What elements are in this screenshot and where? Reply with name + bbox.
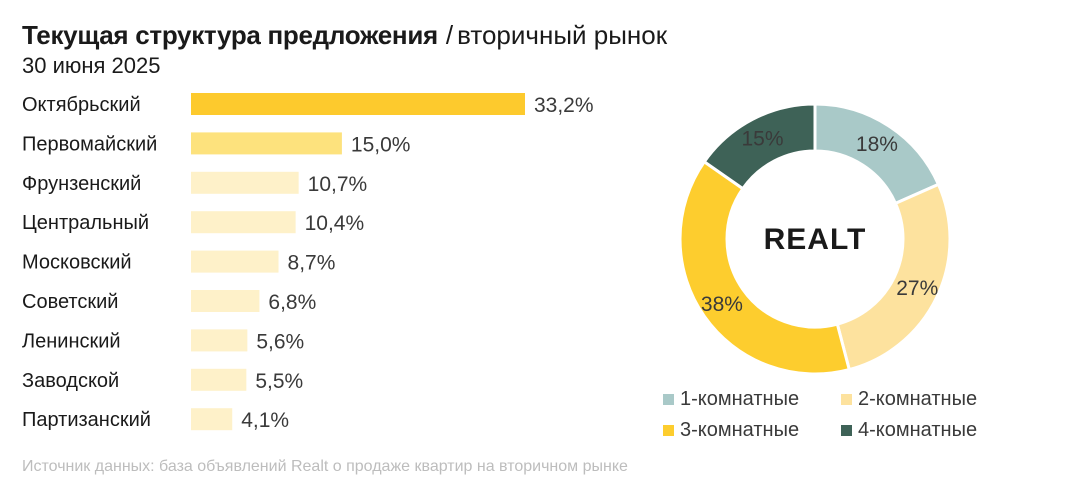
bar bbox=[191, 250, 279, 273]
legend-label: 2-комнатные bbox=[858, 388, 978, 410]
bar-category-label: Заводской bbox=[22, 370, 119, 392]
bar-category-label: Советский bbox=[22, 291, 118, 313]
legend-item-1-room: 1-комнатные bbox=[663, 388, 841, 411]
legend-swatch bbox=[663, 394, 674, 405]
donut-value-label: 38% bbox=[701, 293, 743, 316]
legend-swatch bbox=[841, 394, 852, 405]
bar bbox=[191, 132, 342, 155]
bar-category-label: Центральный bbox=[22, 212, 149, 234]
bar-category-label: Московский bbox=[22, 252, 132, 274]
bar bbox=[191, 171, 299, 194]
bar-value-label: 10,7% bbox=[308, 173, 368, 196]
chart-date: 30 июня 2025 bbox=[22, 53, 161, 78]
legend-swatch bbox=[663, 425, 674, 436]
bar-value-label: 5,5% bbox=[255, 370, 303, 393]
bar-category-label: Октябрьский bbox=[22, 94, 141, 116]
realt-logo: REALT bbox=[764, 223, 867, 256]
bar-value-label: 8,7% bbox=[288, 252, 336, 275]
bar-category-label: Ленинский bbox=[22, 330, 121, 352]
bar-value-label: 10,4% bbox=[305, 212, 365, 235]
title-separator: / bbox=[445, 20, 454, 50]
legend-item-2-room: 2-комнатные bbox=[841, 388, 1019, 411]
bar-value-label: 15,0% bbox=[351, 133, 411, 156]
donut-slice bbox=[835, 182, 952, 372]
bar bbox=[191, 93, 525, 115]
bar bbox=[191, 211, 296, 234]
bar-value-label: 4,1% bbox=[241, 409, 289, 432]
donut-slice bbox=[678, 159, 852, 376]
donut-value-label: 15% bbox=[741, 127, 783, 150]
donut-value-label: 18% bbox=[856, 133, 898, 156]
bar-category-label: Партизанский bbox=[22, 409, 151, 431]
title-subtitle: вторичный рынок bbox=[457, 20, 668, 50]
legend-label: 1-комнатные bbox=[680, 388, 800, 410]
donut-legend: 1-комнатные 2-комнатные 3-комнатные 4-ко… bbox=[663, 388, 1023, 442]
donut-slice bbox=[702, 102, 817, 191]
bar-category-label: Фрунзенский bbox=[22, 173, 141, 195]
room-structure-donut-chart: 18% 27% 38% 15% REALT bbox=[678, 102, 952, 376]
bar-category-label: Первомайский bbox=[22, 133, 157, 155]
chart-header: Текущая структура предложения / вторичный … bbox=[22, 18, 667, 80]
district-bar-chart: Октябрьский 33,2% Первомайский 15,0% Фрунзен… bbox=[22, 93, 594, 432]
bar-value-label: 5,6% bbox=[256, 330, 304, 353]
legend-item-4-room: 4-комнатные bbox=[841, 419, 1019, 442]
legend-label: 4-комнатные bbox=[858, 419, 978, 441]
bar bbox=[191, 290, 260, 312]
bar bbox=[191, 368, 247, 391]
legend-label: 3-комнатные bbox=[680, 419, 800, 441]
donut-value-label: 27% bbox=[896, 277, 938, 300]
bar bbox=[191, 329, 248, 352]
legend-item-3-room: 3-комнатные bbox=[663, 419, 841, 442]
bar-value-label: 6,8% bbox=[268, 291, 316, 314]
data-source-note: Источник данных: база объявлений Realt о… bbox=[22, 458, 628, 475]
bar-value-label: 33,2% bbox=[534, 94, 594, 117]
title-main: Текущая структура предложения bbox=[22, 20, 438, 50]
legend-swatch bbox=[841, 425, 852, 436]
chart-title: Текущая структура предложения / вторичный … bbox=[22, 18, 667, 52]
bar bbox=[191, 408, 233, 431]
